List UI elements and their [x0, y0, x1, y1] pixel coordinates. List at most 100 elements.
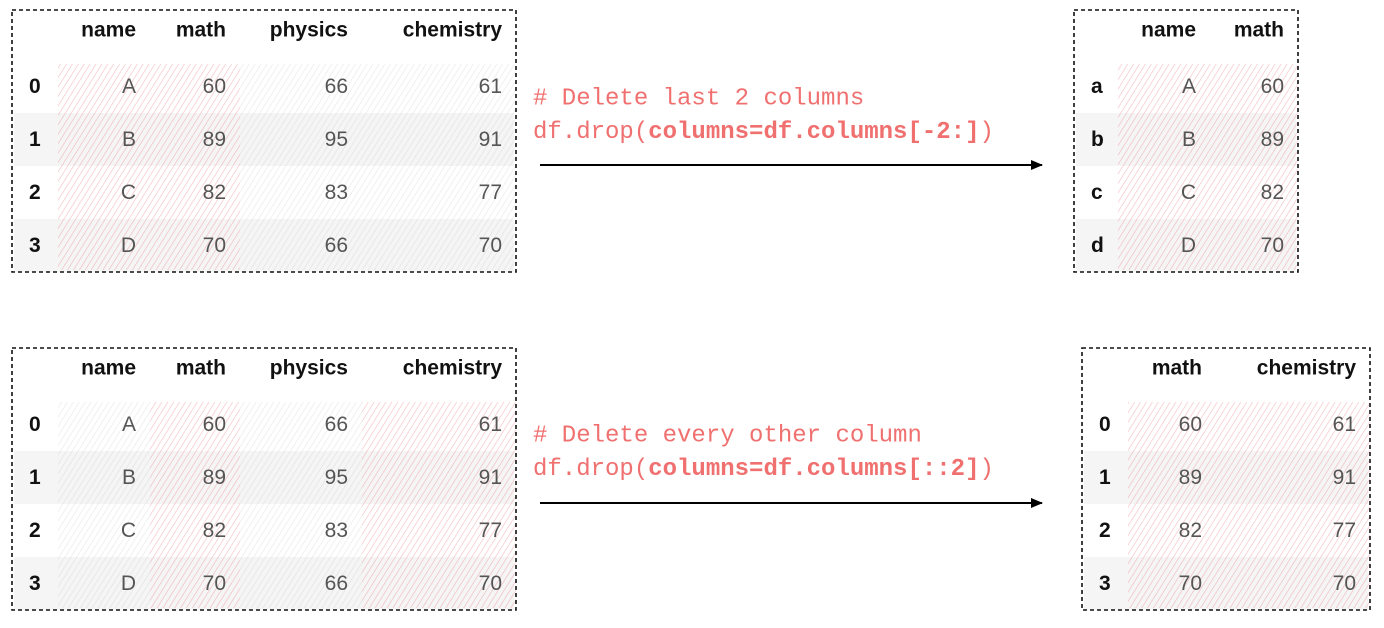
- column-header: math: [176, 357, 226, 380]
- cell: 95: [325, 466, 348, 489]
- column-header: name: [1141, 19, 1196, 42]
- row-index: 3: [29, 234, 41, 257]
- cell: 60: [203, 413, 226, 436]
- column-hatch: [1216, 402, 1370, 608]
- row-index: 0: [1099, 413, 1111, 436]
- row-index: b: [1091, 128, 1104, 151]
- cell: 66: [325, 75, 348, 98]
- cell: 83: [325, 519, 348, 542]
- column-hatch: [150, 402, 240, 608]
- table-border: [1073, 9, 1299, 273]
- cell: 61: [479, 413, 502, 436]
- row-index: 2: [1099, 519, 1111, 542]
- cell: 70: [1261, 234, 1284, 257]
- cell: 61: [479, 75, 502, 98]
- cell: 66: [325, 572, 348, 595]
- column-header: chemistry: [403, 19, 503, 42]
- cell: 89: [203, 466, 226, 489]
- row-index: 0: [29, 75, 41, 98]
- code-line: df.drop(columns=df.columns[-2:]): [533, 119, 994, 146]
- cell: C: [1181, 181, 1196, 204]
- cell: 89: [1261, 128, 1284, 151]
- column-hatch: [1118, 64, 1210, 270]
- cell: C: [121, 181, 136, 204]
- column-header: math: [1152, 357, 1202, 380]
- column-hatch: [58, 64, 150, 270]
- row-index: a: [1091, 75, 1103, 98]
- table-border: [1081, 347, 1371, 611]
- cell: 60: [1261, 75, 1284, 98]
- code-argument: columns=df.columns[::2]: [648, 456, 979, 483]
- code-suffix: ): [979, 119, 993, 146]
- cell: 83: [325, 181, 348, 204]
- table: name math physics chemistry 0 A 60 66 61 1 B 89 95 91…: [11, 347, 517, 611]
- cell: A: [1182, 75, 1196, 98]
- table: math chemistry 0 60 61 1 89 91 2 82 77 3 70 70: [1081, 347, 1371, 611]
- cell: 77: [479, 181, 502, 204]
- cell: A: [122, 75, 136, 98]
- column-header: chemistry: [403, 357, 503, 380]
- cell: 95: [325, 128, 348, 151]
- column-header: physics: [270, 19, 348, 42]
- column-hatch: [362, 402, 516, 608]
- cell: A: [122, 413, 136, 436]
- cell: 61: [1333, 413, 1356, 436]
- row-index: 2: [29, 181, 41, 204]
- column-hatch: [150, 64, 240, 270]
- column-header: physics: [270, 357, 348, 380]
- cell: 77: [479, 519, 502, 542]
- table-border: [11, 9, 517, 273]
- cell: 70: [479, 572, 502, 595]
- column-hatch: [1128, 402, 1216, 608]
- cell: 70: [203, 572, 226, 595]
- row-index: 0: [29, 413, 41, 436]
- cell: 60: [203, 75, 226, 98]
- table-border: [11, 347, 517, 611]
- cell: 82: [1261, 181, 1284, 204]
- cell: 77: [1333, 519, 1356, 542]
- code-comment: # Delete last 2 columns: [533, 85, 864, 112]
- content: name math physics chemistry 0 A 60 66 61 1 B 89 95 91…: [11, 9, 1371, 611]
- cell: 70: [203, 234, 226, 257]
- row-index: 1: [29, 466, 41, 489]
- column-hatch: [362, 64, 516, 270]
- cell: D: [1181, 234, 1196, 257]
- table: name math physics chemistry 0 A 60 66 61 1 B 89 95 91…: [11, 9, 517, 273]
- row-index: 3: [29, 572, 41, 595]
- column-hatch: [240, 402, 362, 608]
- table: name math a A 60 b B 89 c C 82 d D 70: [1073, 9, 1299, 273]
- code-prefix: df.drop(: [533, 119, 648, 146]
- cell: B: [122, 466, 136, 489]
- cell: 91: [479, 466, 502, 489]
- cell: D: [121, 234, 136, 257]
- cell: 66: [325, 234, 348, 257]
- cell: 70: [1333, 572, 1356, 595]
- code-line: df.drop(columns=df.columns[::2]): [533, 456, 994, 483]
- column-hatch: [1210, 64, 1298, 270]
- row-index: 2: [29, 519, 41, 542]
- cell: D: [121, 572, 136, 595]
- column-header: name: [81, 357, 136, 380]
- cell: B: [122, 128, 136, 151]
- cell: 91: [479, 128, 502, 151]
- cell: 82: [203, 519, 226, 542]
- row-index: 1: [1099, 466, 1111, 489]
- column-header: math: [176, 19, 226, 42]
- cell: 82: [1179, 519, 1202, 542]
- cell: 89: [203, 128, 226, 151]
- row-index: 1: [29, 128, 41, 151]
- column-header: math: [1234, 19, 1284, 42]
- column-header: name: [81, 19, 136, 42]
- cell: 89: [1179, 466, 1202, 489]
- cell: 70: [1179, 572, 1202, 595]
- cell: 60: [1179, 413, 1202, 436]
- code-comment: # Delete every other column: [533, 422, 922, 449]
- code-argument: columns=df.columns[-2:]: [648, 119, 979, 146]
- cell: C: [121, 519, 136, 542]
- column-header: chemistry: [1257, 357, 1357, 380]
- row-index: 3: [1099, 572, 1111, 595]
- code-prefix: df.drop(: [533, 456, 648, 483]
- column-hatch: [240, 64, 362, 270]
